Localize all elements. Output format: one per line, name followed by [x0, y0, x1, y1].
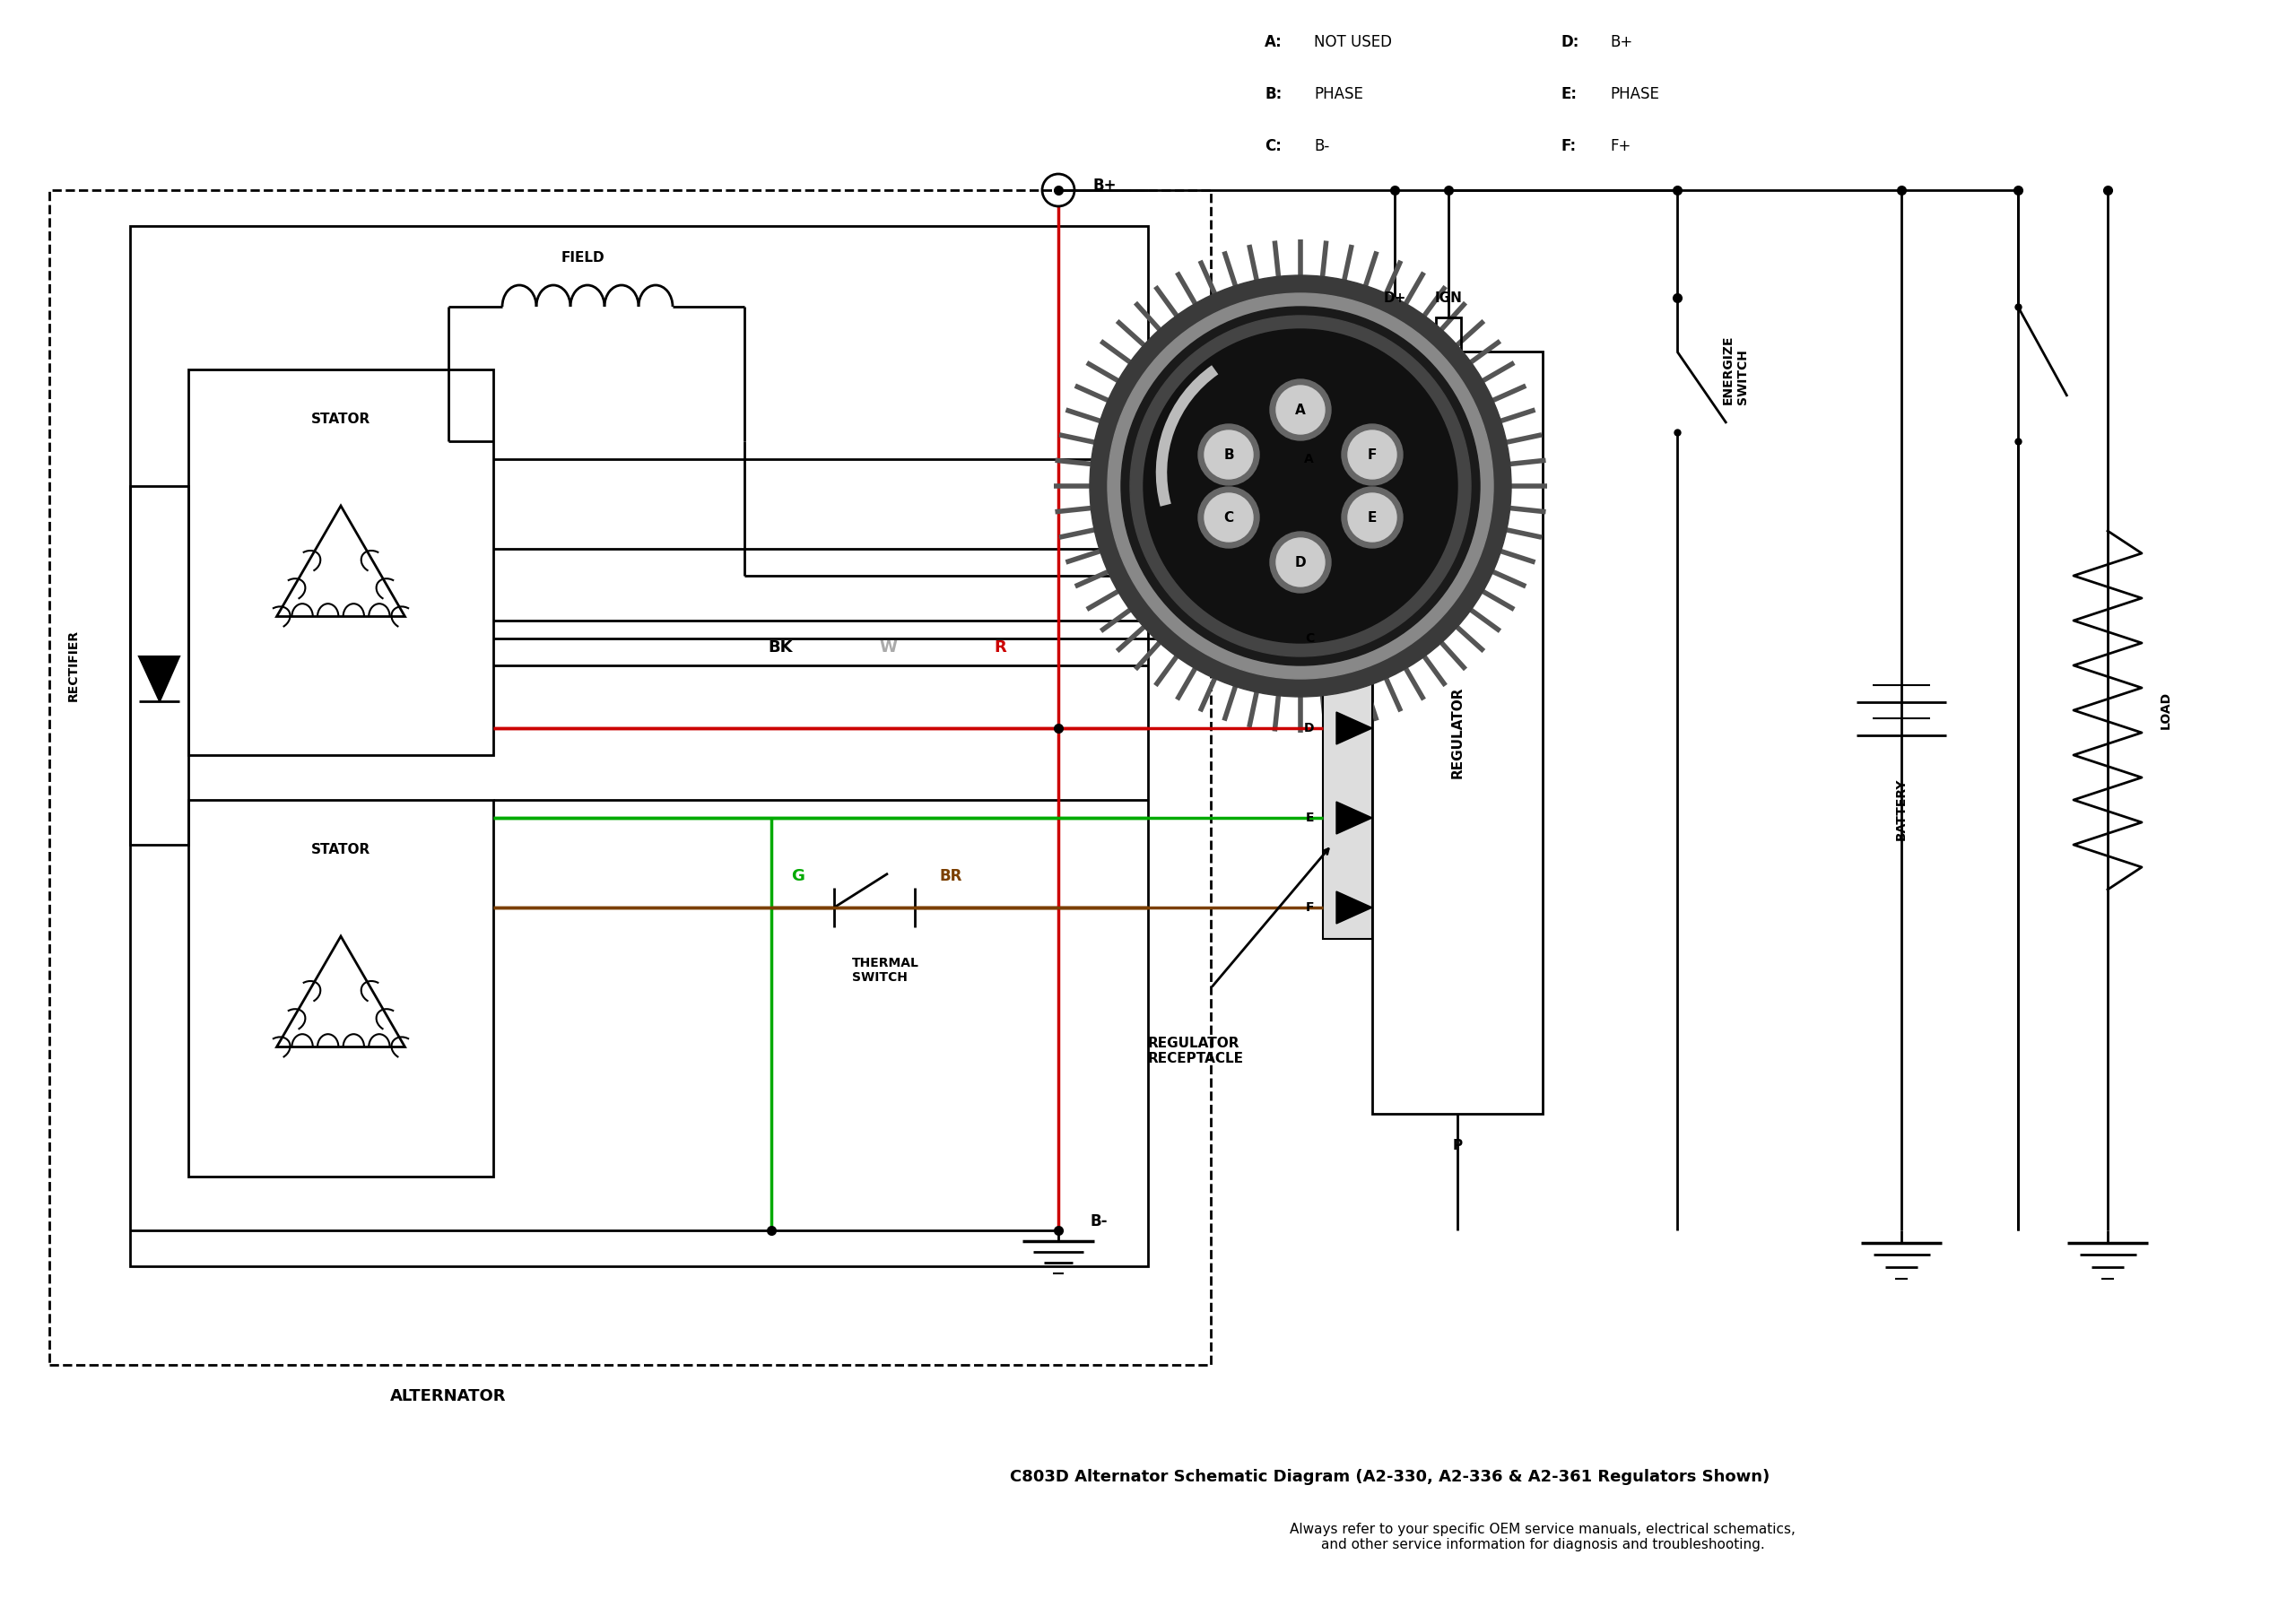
Polygon shape: [1322, 427, 1373, 938]
Circle shape: [1091, 275, 1511, 697]
Text: NOT USED: NOT USED: [1313, 34, 1391, 50]
Text: B: B: [1224, 448, 1233, 461]
Text: IGN: IGN: [1435, 291, 1463, 304]
Text: F: F: [1306, 902, 1313, 914]
Circle shape: [1277, 386, 1325, 434]
Text: A:: A:: [1265, 34, 1281, 50]
Text: C: C: [1224, 511, 1233, 524]
Polygon shape: [1336, 532, 1373, 566]
Text: STATOR: STATOR: [310, 411, 370, 426]
Polygon shape: [1336, 622, 1373, 654]
Polygon shape: [1336, 892, 1373, 924]
Circle shape: [1205, 493, 1254, 542]
Text: BR: BR: [939, 868, 962, 884]
Text: C: C: [1304, 632, 1313, 644]
Text: P: P: [1453, 1138, 1463, 1152]
Circle shape: [1130, 315, 1472, 656]
Polygon shape: [140, 656, 179, 701]
Text: BK: BK: [767, 640, 792, 656]
Text: G: G: [792, 868, 806, 884]
Text: B+: B+: [1609, 34, 1632, 50]
Text: E: E: [1306, 812, 1313, 824]
Text: THERMAL
SWITCH: THERMAL SWITCH: [852, 956, 918, 983]
Text: A: A: [1304, 453, 1313, 466]
Text: B-: B-: [1313, 138, 1329, 154]
Text: REGULATOR: REGULATOR: [1451, 686, 1465, 779]
Text: A: A: [1295, 403, 1306, 416]
Bar: [1435, 318, 1460, 352]
Text: R: R: [994, 640, 1006, 656]
Text: PHASE: PHASE: [1313, 87, 1364, 103]
Text: D+: D+: [1382, 291, 1405, 304]
Circle shape: [1348, 493, 1396, 542]
Text: FIELD: FIELD: [560, 251, 604, 264]
Text: W: W: [879, 640, 898, 656]
Polygon shape: [1336, 712, 1373, 744]
Circle shape: [1199, 424, 1258, 485]
Circle shape: [1107, 292, 1492, 678]
Text: D:: D:: [1561, 34, 1580, 50]
Text: F+: F+: [1609, 138, 1630, 154]
Polygon shape: [1336, 444, 1373, 476]
Circle shape: [1205, 431, 1254, 479]
Text: ALTERNATOR: ALTERNATOR: [390, 1388, 507, 1405]
Text: B: B: [1304, 543, 1313, 554]
Text: C803D Alternator Schematic Diagram (A2-330, A2-336 & A2-361 Regulators Shown): C803D Alternator Schematic Diagram (A2-3…: [1010, 1469, 1770, 1485]
Text: B:: B:: [1265, 87, 1281, 103]
Text: B+: B+: [1093, 177, 1116, 194]
Text: ENERGIZE
SWITCH: ENERGIZE SWITCH: [1722, 334, 1750, 405]
Circle shape: [1270, 379, 1332, 440]
Circle shape: [1348, 431, 1396, 479]
Circle shape: [1120, 307, 1481, 665]
Text: RECTIFIER: RECTIFIER: [67, 630, 80, 701]
Circle shape: [1341, 424, 1403, 485]
Circle shape: [1143, 329, 1458, 643]
Text: D: D: [1295, 556, 1306, 569]
Polygon shape: [1336, 802, 1373, 834]
Text: LOAD: LOAD: [2161, 691, 2172, 730]
Circle shape: [1199, 487, 1258, 548]
Text: REGULATOR
RECEPTACLE: REGULATOR RECEPTACLE: [1148, 1037, 1244, 1065]
Text: STATOR: STATOR: [310, 842, 370, 857]
Text: F:: F:: [1561, 138, 1575, 154]
Text: B-: B-: [1091, 1213, 1107, 1229]
Circle shape: [1277, 538, 1325, 587]
Circle shape: [1270, 532, 1332, 593]
Text: E: E: [1368, 511, 1378, 524]
Text: C:: C:: [1265, 138, 1281, 154]
Circle shape: [1341, 487, 1403, 548]
Text: PHASE: PHASE: [1609, 87, 1660, 103]
Text: F: F: [1368, 448, 1378, 461]
Bar: [1382, 318, 1407, 352]
Text: BATTERY: BATTERY: [1894, 778, 1908, 840]
Text: Always refer to your specific OEM service manuals, electrical schematics,
and ot: Always refer to your specific OEM servic…: [1290, 1522, 1795, 1552]
Text: D: D: [1304, 722, 1313, 734]
Text: E:: E:: [1561, 87, 1577, 103]
